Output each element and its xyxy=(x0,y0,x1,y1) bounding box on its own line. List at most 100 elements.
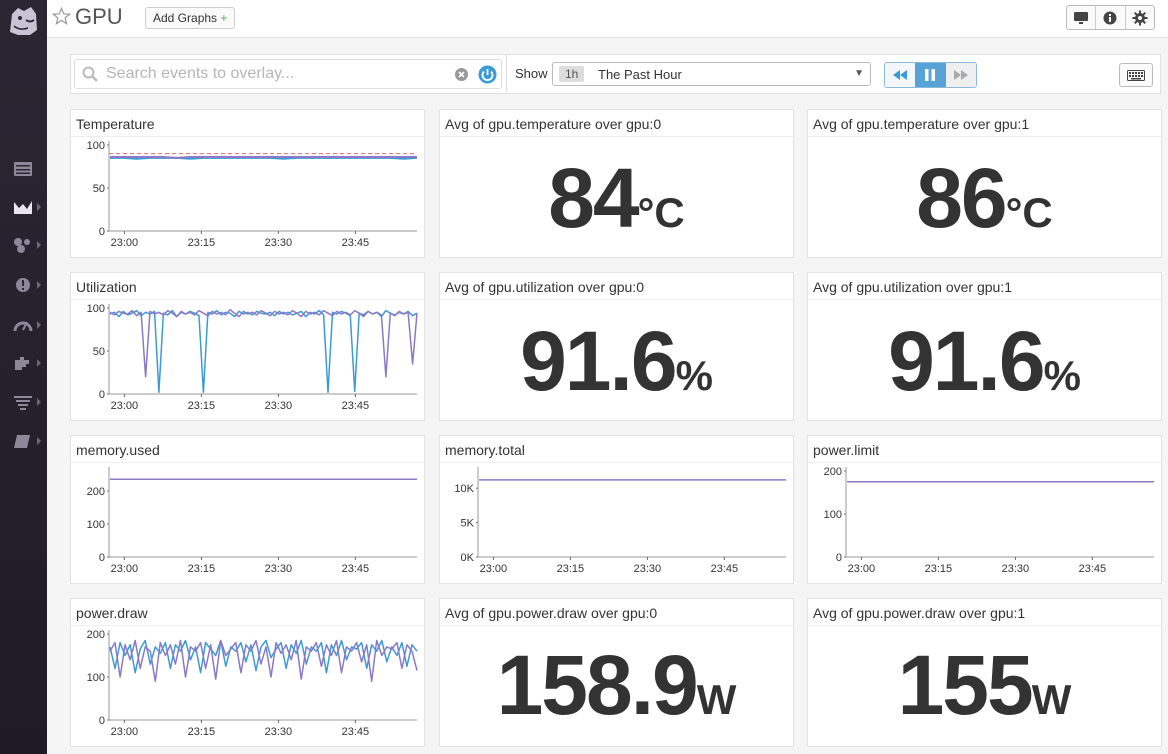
y-tick-label: 200 xyxy=(87,486,105,498)
y-tick-label: 200 xyxy=(87,629,105,641)
fast-forward-icon xyxy=(953,70,968,80)
query-value-unit: W xyxy=(696,676,737,723)
y-tick-label: 100 xyxy=(87,672,105,684)
chevron-right-icon xyxy=(37,203,41,211)
x-tick-label: 23:30 xyxy=(634,563,662,575)
y-tick-label: 0 xyxy=(99,715,105,727)
x-tick-label: 23:45 xyxy=(342,400,370,412)
power-gpu1-widget[interactable]: Avg of gpu.power.draw over gpu:1 155W xyxy=(807,598,1162,747)
memory-used-widget[interactable]: memory.used 0 100 200 23:00 23:15 23:30 23:45 xyxy=(70,435,425,584)
x-tick-label: 23:15 xyxy=(188,726,216,738)
search-icon xyxy=(82,66,98,82)
x-tick-label: 23:45 xyxy=(711,563,739,575)
x-tick-label: 23:00 xyxy=(111,563,139,575)
query-value-number: 86 xyxy=(916,151,1007,245)
integrations-icon[interactable] xyxy=(12,354,34,372)
query-value: 91.6% xyxy=(808,313,1161,410)
timeframe-select[interactable]: 1h The Past Hour ▼ xyxy=(552,62,871,86)
x-tick-label: 23:30 xyxy=(265,400,293,412)
notebooks-icon[interactable] xyxy=(12,432,34,450)
gear-icon xyxy=(1132,10,1148,25)
widget-title: memory.total xyxy=(445,442,525,458)
x-tick-label: 23:00 xyxy=(111,726,139,738)
memory-total-widget[interactable]: memory.total 0K 5K 10K 23:00 23:15 23:30 23:45 xyxy=(439,435,794,584)
widget-title: Avg of gpu.power.draw over gpu:0 xyxy=(445,605,658,621)
widget-title: Avg of gpu.temperature over gpu:0 xyxy=(445,116,662,132)
util-gpu1-widget[interactable]: Avg of gpu.utilization over gpu:1 91.6% xyxy=(807,272,1162,421)
keyboard-shortcuts-button[interactable] xyxy=(1119,63,1153,87)
keyboard-icon xyxy=(1127,69,1145,81)
widget-title: power.draw xyxy=(76,605,148,621)
temperature-chart[interactable]: 0 50 100 23:00 23:15 23:30 23:45 xyxy=(71,137,424,257)
power-limit-widget[interactable]: power.limit 0 100 200 23:00 23:15 23:30 23:45 xyxy=(807,435,1162,584)
query-value-number: 158.9 xyxy=(496,638,699,732)
add-graphs-button[interactable]: Add Graphs + xyxy=(145,7,236,29)
query-value-number: 155 xyxy=(897,638,1034,732)
y-tick-label: 0 xyxy=(836,552,842,564)
dashboards-icon[interactable] xyxy=(12,198,34,216)
y-tick-label: 100 xyxy=(87,519,105,531)
info-icon xyxy=(1103,11,1117,24)
metrics-icon[interactable] xyxy=(12,316,34,334)
x-tick-label: 23:45 xyxy=(342,726,370,738)
datadog-logo[interactable] xyxy=(4,2,42,40)
rewind-button[interactable] xyxy=(885,63,916,87)
query-value: 158.9W xyxy=(440,637,793,734)
logs-icon[interactable] xyxy=(12,393,34,411)
pause-button[interactable] xyxy=(915,63,946,87)
pause-icon xyxy=(925,69,936,81)
power-draw-widget[interactable]: power.draw 0 100 200 23:00 23:15 23:30 23:45 xyxy=(70,598,425,747)
monitors-icon[interactable] xyxy=(12,276,34,294)
sidebar xyxy=(0,0,47,754)
temp-gpu0-widget[interactable]: Avg of gpu.temperature over gpu:0 84°C xyxy=(439,109,794,258)
widget-title: Avg of gpu.power.draw over gpu:1 xyxy=(813,605,1026,621)
utilization-chart[interactable]: 0 50 100 23:00 23:15 23:30 23:45 xyxy=(71,300,424,420)
x-tick-label: 23:00 xyxy=(111,237,139,249)
power-draw-chart[interactable]: 0 100 200 23:00 23:15 23:30 23:45 xyxy=(71,626,424,746)
event-search-field[interactable]: Search events to overlay... xyxy=(74,59,502,89)
star-icon[interactable] xyxy=(52,7,71,26)
playback-controls xyxy=(884,62,977,88)
temp-gpu1-widget[interactable]: Avg of gpu.temperature over gpu:1 86°C xyxy=(807,109,1162,258)
query-value: 84°C xyxy=(440,150,793,247)
fast-forward-button[interactable] xyxy=(945,63,976,87)
search-input[interactable]: Search events to overlay... xyxy=(106,65,295,82)
chevron-right-icon xyxy=(37,359,41,367)
y-tick-label: 200 xyxy=(824,466,842,478)
clear-icon[interactable] xyxy=(455,68,468,81)
x-tick-label: 23:30 xyxy=(265,563,293,575)
temperature-widget[interactable]: Temperature 0 50 100 23:00 23:15 23:30 23:45 xyxy=(70,109,425,258)
tv-mode-button[interactable] xyxy=(1067,6,1097,29)
series-line-0 xyxy=(109,639,418,674)
y-tick-label: 100 xyxy=(87,303,105,315)
settings-button[interactable] xyxy=(1126,6,1154,29)
y-tick-label: 100 xyxy=(824,509,842,521)
timeframe-badge: 1h xyxy=(559,66,585,82)
info-button[interactable] xyxy=(1096,6,1126,29)
util-gpu0-widget[interactable]: Avg of gpu.utilization over gpu:0 91.6% xyxy=(439,272,794,421)
power-icon[interactable] xyxy=(478,65,497,84)
chevron-right-icon xyxy=(37,281,41,289)
query-value: 91.6% xyxy=(440,313,793,410)
memory-total-chart[interactable]: 0K 5K 10K 23:00 23:15 23:30 23:45 xyxy=(440,463,793,583)
x-tick-label: 23:30 xyxy=(265,237,293,249)
query-value-unit: % xyxy=(675,352,713,399)
power-limit-chart[interactable]: 0 100 200 23:00 23:15 23:30 23:45 xyxy=(808,463,1161,583)
infrastructure-icon[interactable] xyxy=(12,236,34,254)
power-gpu0-widget[interactable]: Avg of gpu.power.draw over gpu:0 158.9W xyxy=(439,598,794,747)
x-tick-label: 23:15 xyxy=(188,400,216,412)
series-line-1 xyxy=(110,156,417,159)
chevron-right-icon xyxy=(37,321,41,329)
page-title: GPU xyxy=(75,4,123,29)
y-tick-label: 0 xyxy=(99,389,105,401)
series-line-1 xyxy=(109,308,418,378)
utilization-widget[interactable]: Utilization 0 50 100 23:00 23:15 23:30 23:45 xyxy=(70,272,425,421)
monitor-icon xyxy=(1074,11,1089,24)
y-tick-label: 5K xyxy=(461,518,475,530)
widget-title: memory.used xyxy=(76,442,160,458)
events-icon[interactable] xyxy=(12,160,34,178)
x-tick-label: 23:00 xyxy=(480,563,508,575)
chevron-right-icon xyxy=(37,241,41,249)
memory-used-chart[interactable]: 0 100 200 23:00 23:15 23:30 23:45 xyxy=(71,463,424,583)
query-value-number: 84 xyxy=(548,151,639,245)
